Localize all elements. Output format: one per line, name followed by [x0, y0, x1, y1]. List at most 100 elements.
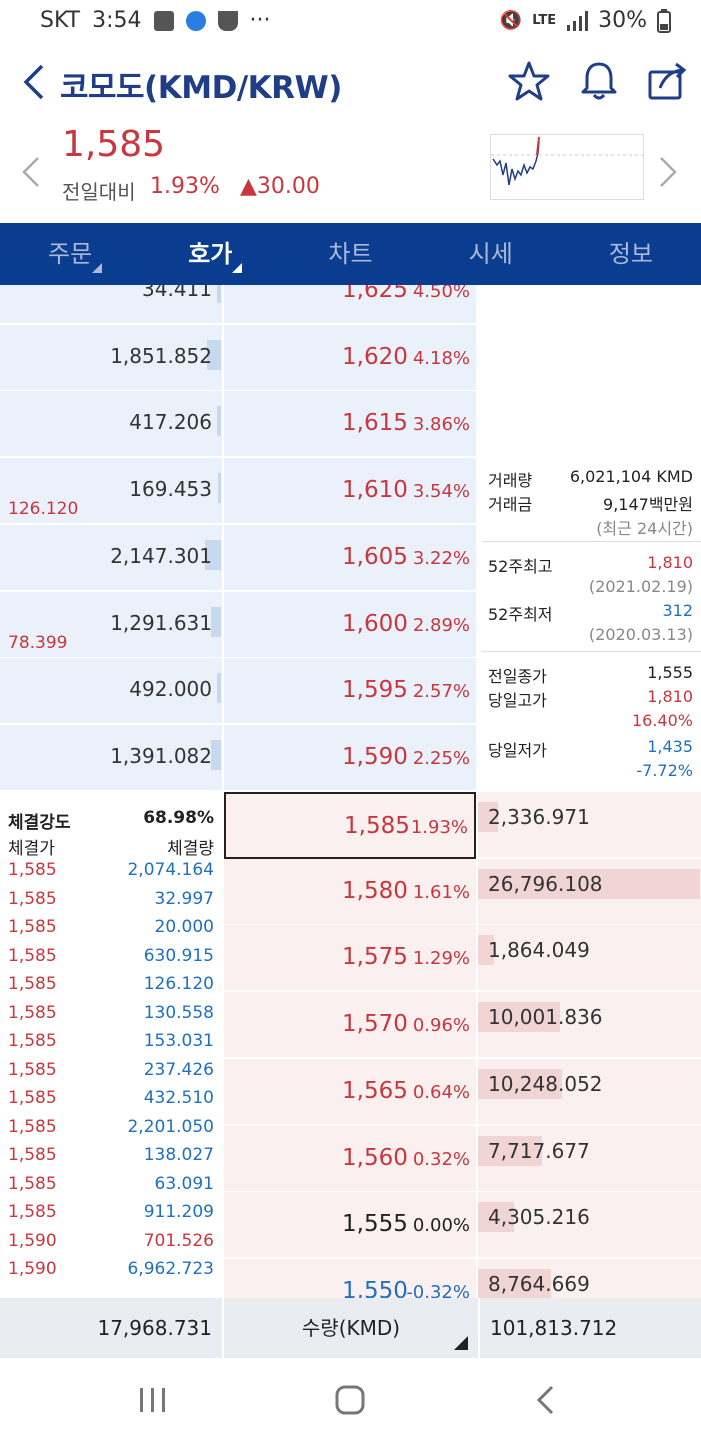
ask-qty-cell[interactable]: 34.411 — [0, 285, 222, 325]
trade-price: 1,590 — [8, 1259, 57, 1279]
ask-qty-cell[interactable]: 169.453 126.120 — [0, 458, 222, 525]
bid-qty-cell[interactable]: 2,336.971 — [478, 792, 701, 859]
trade-price: 1,585 — [8, 917, 57, 937]
bid-qty-cell[interactable]: 4,305.216 — [478, 1192, 701, 1259]
bid-price-row[interactable]: 1,555 0.00% — [224, 1192, 476, 1259]
bid-depth-bar — [478, 802, 498, 832]
back-arrow-icon[interactable] — [18, 62, 48, 102]
back-icon[interactable] — [534, 1384, 556, 1416]
bid-price-row[interactable]: 1,570 0.96% — [224, 992, 476, 1059]
page-title[interactable]: 코모도(KMD/KRW) — [60, 70, 342, 106]
bid-qty: 26,796.108 — [488, 872, 603, 896]
ask-qty-cell[interactable]: 417.206 — [0, 391, 222, 458]
ask-price-row[interactable]: 1,590 2.25% — [224, 725, 476, 792]
star-icon[interactable] — [508, 60, 550, 102]
bid-price: 1,580 — [342, 878, 408, 904]
tab-market[interactable]: 시세 — [421, 223, 561, 285]
ask-qty-cell[interactable]: 2,147.301 — [0, 525, 222, 592]
ask-depth-bar — [211, 740, 221, 770]
low52-label: 52주최저 — [488, 605, 553, 624]
trade-price: 1,585 — [8, 860, 57, 880]
ask-price: 1,620 — [342, 344, 408, 370]
dayhigh-percent: 16.40% — [631, 711, 693, 730]
bell-icon[interactable] — [578, 60, 620, 102]
bid-price: 1,585 — [344, 813, 410, 839]
change-percent: 1.93% — [150, 174, 220, 199]
bid-percent: 1.61% — [412, 882, 470, 903]
trade-row: 1,585 63.091 — [8, 1174, 214, 1202]
ask-qty: 1,291.631 — [110, 611, 212, 635]
bid-price-row[interactable]: 1,560 0.32% — [224, 1126, 476, 1193]
trade-qty: 138.027 — [143, 1145, 214, 1165]
ask-price-row[interactable]: 1,600 2.89% — [224, 592, 476, 659]
ask-percent: 3.54% — [412, 481, 470, 502]
trade-row: 1,585 20.000 — [8, 917, 214, 945]
ask-price: 1,625 — [342, 285, 408, 303]
bid-price-row[interactable]: 1,565 0.64% — [224, 1059, 476, 1126]
bid-price-row[interactable]: 1,550 -0.32% — [224, 1259, 476, 1298]
current-price-row[interactable]: 1,585 1.93% — [224, 792, 476, 859]
prevclose-label: 전일종가 — [488, 667, 547, 686]
low52-value: 312 — [662, 601, 693, 620]
tab-chart[interactable]: 차트 — [280, 223, 420, 285]
bid-qty-cell[interactable]: 10,248.052 — [478, 1059, 701, 1126]
ask-price-row[interactable]: 1,595 2.57% — [224, 658, 476, 725]
share-icon[interactable] — [646, 60, 688, 102]
prev-coin-icon[interactable] — [20, 156, 42, 188]
high52-value: 1,810 — [647, 553, 693, 572]
bid-price-row[interactable]: 1,580 1.61% — [224, 859, 476, 926]
trade-row: 1,585 32.997 — [8, 889, 214, 917]
price-summary: 1,585 전일대비 1.93% ▲30.00 — [0, 118, 701, 222]
ask-price-row[interactable]: 1,625 4.50% — [224, 285, 476, 325]
bid-qty-cell[interactable]: 8,764.669 — [478, 1259, 701, 1298]
ask-price-row[interactable]: 1,610 3.54% — [224, 458, 476, 525]
ask-qty-cell[interactable]: 1,291.631 78.399 — [0, 592, 222, 659]
bid-qty: 7,717.677 — [488, 1139, 590, 1163]
mini-chart[interactable] — [490, 134, 645, 200]
home-icon[interactable] — [334, 1384, 366, 1416]
tab-order[interactable]: 주문 — [0, 223, 140, 285]
ask-price-row[interactable]: 1,615 3.86% — [224, 391, 476, 458]
high52-label: 52주최고 — [488, 557, 553, 576]
next-coin-icon[interactable] — [657, 156, 679, 188]
clock: 3:54 — [92, 8, 142, 33]
bid-depth-bar — [478, 1269, 551, 1298]
unit-dropdown-icon — [454, 1336, 468, 1350]
ask-qty: 1,851.852 — [110, 344, 212, 368]
unit-selector[interactable]: 수량(KMD) — [224, 1298, 478, 1358]
bid-price: 1,550 — [342, 1278, 408, 1298]
ask-qty-cell[interactable]: 1,391.082 — [0, 725, 222, 792]
bid-price: 1,555 — [342, 1211, 408, 1237]
ask-price: 1,615 — [342, 410, 408, 436]
bid-qty-cell[interactable]: 1,864.049 — [478, 925, 701, 992]
prevclose-value: 1,555 — [647, 663, 693, 682]
amount-value: 9,147백만원 — [603, 495, 693, 514]
ask-qty-cell[interactable]: 492.000 — [0, 658, 222, 725]
bid-qty-cell[interactable]: 26,796.108 — [478, 859, 701, 926]
bid-price: 1,575 — [342, 944, 408, 970]
ask-price-row[interactable]: 1,620 4.18% — [224, 325, 476, 392]
bid-price-row[interactable]: 1,575 1.29% — [224, 925, 476, 992]
ask-price-row[interactable]: 1,605 3.22% — [224, 525, 476, 592]
trade-qty: 20.000 — [154, 917, 214, 937]
tab-info[interactable]: 정보 — [561, 223, 701, 285]
ask-percent: 2.25% — [412, 748, 470, 769]
trade-row: 1,585 2,074.164 — [8, 860, 214, 888]
trade-qty: 153.031 — [143, 1031, 214, 1051]
trade-qty: 130.558 — [143, 1003, 214, 1023]
ask-price: 1,590 — [342, 744, 408, 770]
tab-orderbook[interactable]: 호가 — [140, 223, 280, 285]
trade-price: 1,585 — [8, 889, 57, 909]
recent-apps-icon[interactable] — [138, 1386, 168, 1414]
bid-qty-cell[interactable]: 10,001.836 — [478, 992, 701, 1059]
trade-qty: 237.426 — [143, 1060, 214, 1080]
app-notification-icon — [185, 10, 206, 31]
bid-percent: 0.64% — [412, 1082, 470, 1103]
bid-qty-cell[interactable]: 7,717.677 — [478, 1126, 701, 1193]
dayhigh-value: 1,810 — [647, 687, 693, 706]
tab-order-label: 주문 — [48, 240, 93, 268]
bid-qty: 10,001.836 — [488, 1005, 603, 1029]
ask-qty: 492.000 — [129, 677, 212, 701]
ask-qty-cell[interactable]: 1,851.852 — [0, 325, 222, 392]
tab-corner-icon — [232, 263, 243, 273]
